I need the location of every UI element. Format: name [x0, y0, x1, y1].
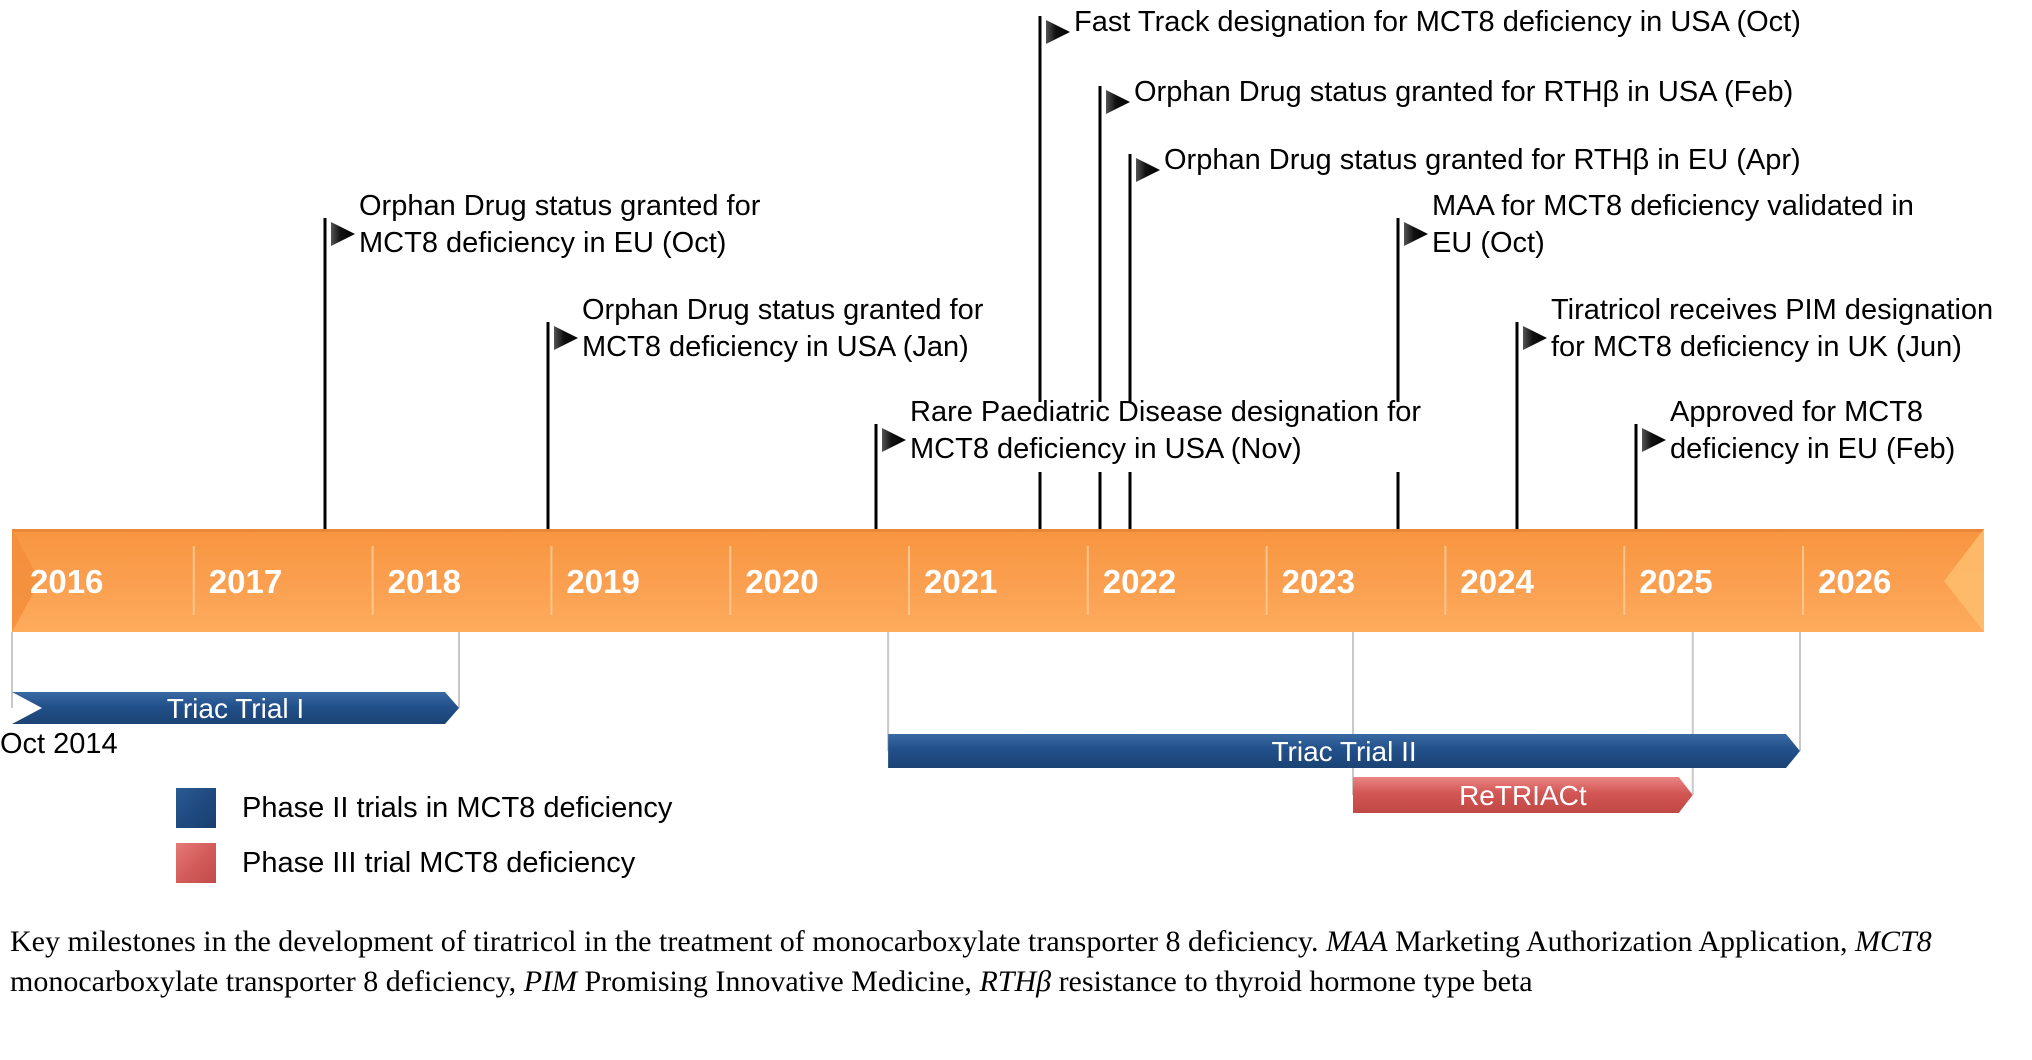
milestone-label-line: deficiency in EU (Feb)	[1670, 433, 1956, 465]
year-label: 2016	[30, 563, 103, 600]
timeline-figure: 2016 2017 2018 2019 2020 2021 2022 2023 2024 2025…	[0, 4, 1993, 883]
trial-label: Triac Trial I	[167, 693, 304, 724]
milestone-label: Rare Paediatric Disease designation for M…	[910, 394, 1421, 468]
milestone-label-line: EU (Oct)	[1432, 227, 1545, 259]
milestone-label-line: Orphan Drug status granted for RTHβ in E…	[1164, 144, 1801, 176]
timeline-bar-left-bevel	[12, 529, 40, 632]
year-label: 2017	[209, 563, 282, 600]
caption-abbreviation: RTHβ	[979, 965, 1052, 998]
flag-icon	[882, 428, 906, 452]
year-label: 2026	[1818, 563, 1891, 600]
milestone-label-line: Fast Track designation for MCT8 deficien…	[1074, 6, 1801, 38]
milestone-label: Fast Track designation for MCT8 deficien…	[1074, 4, 1801, 41]
milestone-label-line: Orphan Drug status granted for RTHβ in U…	[1134, 76, 1794, 108]
timeline-bar-right-bevel	[1944, 529, 1984, 632]
milestone-label-line: for MCT8 deficiency in UK (Jun)	[1551, 331, 1962, 363]
timeline-bar-top-edge	[12, 529, 1984, 532]
flag-icon	[1523, 326, 1547, 350]
caption-abbreviation: PIM	[523, 965, 577, 998]
flag-icon	[331, 222, 355, 246]
caption-text: resistance to thyroid hormone type beta	[1051, 965, 1533, 998]
year-label: 2025	[1639, 563, 1712, 600]
milestone-label-line: MCT8 deficiency in USA (Nov)	[910, 433, 1302, 465]
milestone-label: Orphan Drug status granted for MCT8 defic…	[582, 292, 983, 366]
year-label: 2020	[745, 563, 818, 600]
legend-item-phase-3: Phase III trial MCT8 deficiency	[176, 843, 635, 883]
year-label: 2018	[388, 563, 461, 600]
milestone-label-line: Orphan Drug status granted for	[359, 190, 761, 222]
caption-abbreviation: MAA	[1325, 925, 1388, 958]
milestone-stems	[323, 16, 1666, 529]
caption-text: Key milestones in the development of tir…	[10, 925, 1326, 958]
milestone-label: Orphan Drug status granted for RTHβ in E…	[1164, 142, 1801, 179]
trial-label: Triac Trial II	[1271, 736, 1416, 767]
milestone-label-line: MAA for MCT8 deficiency validated in	[1432, 190, 1914, 222]
milestone-label: Approved for MCT8 deficiency in EU (Feb)	[1670, 394, 1955, 468]
milestone-label-line: MCT8 deficiency in EU (Oct)	[359, 227, 727, 259]
caption-text: monocarboxylate transporter 8 deficiency…	[10, 965, 524, 998]
milestone-label-line: Orphan Drug status granted for	[582, 294, 984, 326]
flag-icon	[1642, 428, 1666, 452]
flag-icon	[1046, 20, 1070, 44]
legend-item-phase-2: Phase II trials in MCT8 deficiency	[176, 788, 672, 828]
flag-icon	[1106, 90, 1130, 114]
legend-label: Phase III trial MCT8 deficiency	[242, 846, 636, 879]
timeline-svg: 2016 2017 2018 2019 2020 2021 2022 2023 2024 2025…	[11, 16, 1984, 813]
year-label: 2022	[1103, 563, 1176, 600]
trial-bar	[12, 692, 459, 724]
flag-icon	[554, 326, 578, 350]
caption-text: Promising Innovative Medicine,	[577, 965, 980, 998]
caption-text: Marketing Authorization Application,	[1387, 925, 1856, 958]
milestone-label: Orphan Drug status granted for RTHβ in U…	[1134, 74, 1793, 111]
legend-swatch-red	[176, 843, 216, 883]
year-label: 2021	[924, 563, 997, 600]
trial-start-label: Oct 2014	[0, 728, 118, 760]
flag-icon	[1404, 222, 1428, 246]
trial-bar	[1353, 777, 1693, 813]
timeline-bar	[12, 529, 1984, 632]
milestone-label: MAA for MCT8 deficiency validated in EU (…	[1432, 188, 1914, 262]
year-label: 2023	[1282, 563, 1355, 600]
milestone-label: Orphan Drug status granted for MCT8 defic…	[359, 188, 760, 262]
milestone-label-line: Approved for MCT8	[1670, 396, 1924, 428]
milestone-label-line: Tiratricol receives PIM designation	[1551, 294, 1994, 326]
timeline-bar-body	[12, 529, 1984, 632]
milestone-label: Tiratricol receives PIM designation for M…	[1551, 292, 1993, 366]
figure-caption: Key milestones in the development of tir…	[10, 922, 2020, 1002]
caption-abbreviation: MCT8	[1855, 925, 1932, 958]
year-label: 2019	[566, 563, 639, 600]
milestone-label-line: Rare Paediatric Disease designation for	[910, 396, 1421, 428]
year-label: 2024	[1460, 563, 1534, 600]
legend-label: Phase II trials in MCT8 deficiency	[242, 791, 673, 824]
trial-bar	[888, 734, 1800, 768]
milestone-label-line: MCT8 deficiency in USA (Jan)	[582, 331, 969, 363]
flag-icon	[1136, 158, 1160, 182]
legend-swatch-blue	[176, 788, 216, 828]
year-labels: 2016 2017 2018 2019 2020 2021 2022 2023 2024 2025…	[30, 546, 1891, 615]
trial-bars: Triac Trial I Triac Trial II ReTRIACt	[12, 692, 1800, 813]
trial-label: ReTRIACt	[1459, 780, 1587, 811]
